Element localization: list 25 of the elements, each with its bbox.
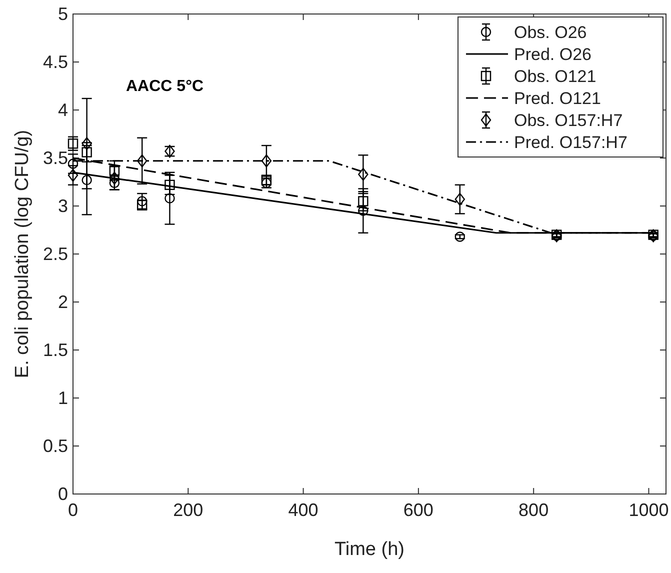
legend-label: Obs. O157:H7 xyxy=(514,111,623,130)
x-tick-label: 600 xyxy=(403,500,434,520)
x-tick-label: 400 xyxy=(288,500,318,520)
annotation: AACC 5°C xyxy=(126,78,204,95)
legend-label: Pred. O121 xyxy=(514,89,601,108)
x-tick-label: 200 xyxy=(173,500,204,520)
legend-label: Obs. O121 xyxy=(514,67,596,86)
x-tick-label: 800 xyxy=(518,500,549,520)
y-tick-label: 3 xyxy=(58,196,68,216)
legend-label: Pred. O157:H7 xyxy=(514,133,628,152)
y-tick-label: 5 xyxy=(58,4,68,24)
x-tick-label: 1000 xyxy=(628,500,669,520)
y-tick-label: 1 xyxy=(58,388,68,408)
y-tick-label: 0 xyxy=(58,484,68,504)
y-tick-label: 2 xyxy=(58,292,68,312)
y-tick-label: 3.5 xyxy=(42,148,68,168)
legend-label: Obs. O26 xyxy=(514,23,587,42)
x-axis-title: Time (h) xyxy=(334,539,405,560)
legend-label: Pred. O26 xyxy=(514,45,592,64)
y-tick-label: 2.5 xyxy=(42,244,68,264)
y-tick-label: 1.5 xyxy=(42,340,68,360)
y-tick-label: 4.5 xyxy=(42,52,68,72)
y-axis-title: E. coli population (log CFU/g) xyxy=(12,130,33,378)
y-tick-label: 4 xyxy=(58,100,68,120)
y-tick-label: 0.5 xyxy=(42,436,68,456)
